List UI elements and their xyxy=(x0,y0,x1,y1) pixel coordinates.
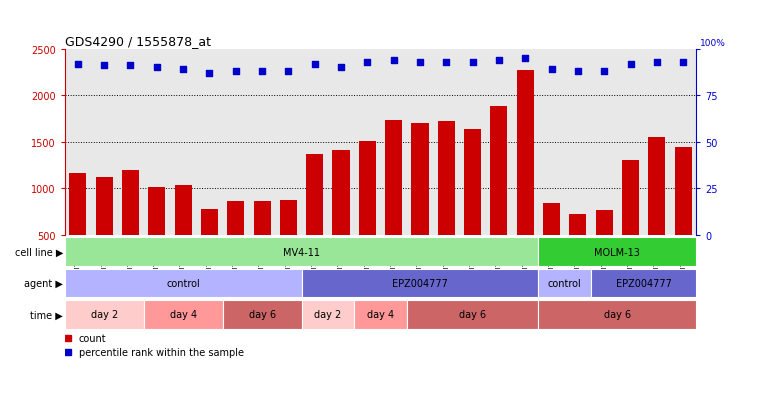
Text: day 2: day 2 xyxy=(314,310,342,320)
Text: GDS4290 / 1555878_at: GDS4290 / 1555878_at xyxy=(65,36,211,48)
Text: time ▶: time ▶ xyxy=(30,310,63,320)
Point xyxy=(598,69,610,75)
Bar xyxy=(543,204,560,235)
Point xyxy=(546,67,558,74)
Text: control: control xyxy=(166,278,200,288)
Bar xyxy=(144,300,223,329)
Text: day 4: day 4 xyxy=(170,310,196,320)
Bar xyxy=(358,142,376,235)
Point xyxy=(625,61,637,68)
Bar xyxy=(69,173,87,235)
Point xyxy=(335,65,347,71)
Point xyxy=(124,63,136,70)
Point xyxy=(651,59,663,66)
Point xyxy=(466,59,479,66)
Bar xyxy=(148,188,165,235)
Text: count: count xyxy=(78,333,107,343)
Bar xyxy=(464,130,481,235)
Bar xyxy=(301,269,539,298)
Bar xyxy=(412,124,428,235)
Text: percentile rank within the sample: percentile rank within the sample xyxy=(78,347,244,357)
Point xyxy=(256,69,268,75)
Bar xyxy=(354,300,407,329)
Bar xyxy=(65,269,301,298)
Text: control: control xyxy=(548,278,581,288)
Bar xyxy=(385,121,403,235)
Text: 100%: 100% xyxy=(699,39,725,48)
Point xyxy=(677,59,689,66)
Bar xyxy=(333,151,349,235)
Bar xyxy=(517,71,533,235)
Text: MV4-11: MV4-11 xyxy=(283,247,320,257)
Point xyxy=(282,69,295,75)
Text: EPZ004777: EPZ004777 xyxy=(392,278,448,288)
Text: day 6: day 6 xyxy=(603,310,631,320)
Point xyxy=(203,71,215,77)
Point xyxy=(151,65,163,71)
Bar xyxy=(622,161,639,235)
Bar xyxy=(596,210,613,235)
Bar xyxy=(223,300,301,329)
Bar xyxy=(539,269,591,298)
Point xyxy=(230,69,242,75)
Point xyxy=(519,56,531,62)
Bar xyxy=(201,209,218,235)
Bar xyxy=(228,202,244,235)
Text: cell line ▶: cell line ▶ xyxy=(14,247,63,257)
Text: day 6: day 6 xyxy=(249,310,275,320)
Point xyxy=(309,61,321,68)
Point xyxy=(493,57,505,64)
Bar xyxy=(122,170,139,235)
Point xyxy=(177,67,189,74)
Text: EPZ004777: EPZ004777 xyxy=(616,278,672,288)
Point xyxy=(72,61,84,68)
Bar xyxy=(490,106,508,235)
Point xyxy=(440,59,452,66)
Bar xyxy=(253,201,271,235)
Bar xyxy=(65,300,144,329)
Bar xyxy=(65,237,539,266)
Text: MOLM-13: MOLM-13 xyxy=(594,247,640,257)
Bar xyxy=(438,122,455,235)
Bar xyxy=(306,154,323,235)
Bar xyxy=(407,300,539,329)
Bar xyxy=(280,200,297,235)
Bar xyxy=(674,148,692,235)
Bar xyxy=(96,178,113,235)
Bar xyxy=(539,300,696,329)
Point xyxy=(361,59,374,66)
Point xyxy=(572,69,584,75)
Bar xyxy=(301,300,354,329)
Point xyxy=(387,57,400,64)
Point xyxy=(414,59,426,66)
Bar xyxy=(174,185,192,235)
Bar xyxy=(569,214,587,235)
Text: agent ▶: agent ▶ xyxy=(24,278,63,288)
Bar xyxy=(539,237,696,266)
Text: day 6: day 6 xyxy=(459,310,486,320)
Point xyxy=(98,63,110,70)
Text: day 2: day 2 xyxy=(91,310,118,320)
Bar xyxy=(591,269,696,298)
Text: day 4: day 4 xyxy=(367,310,394,320)
Bar xyxy=(648,138,665,235)
